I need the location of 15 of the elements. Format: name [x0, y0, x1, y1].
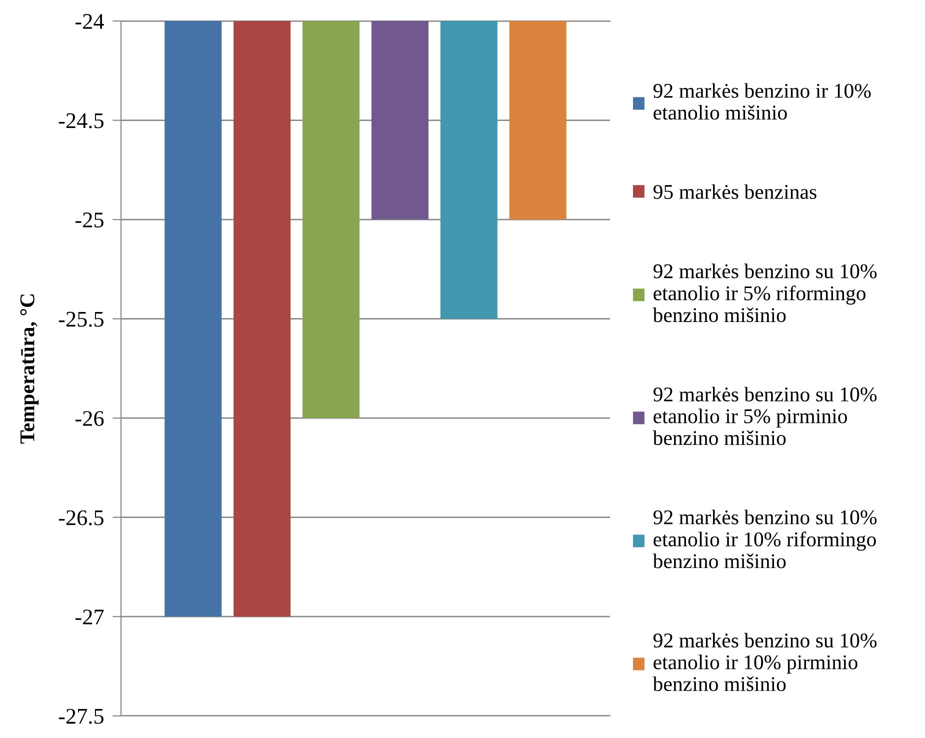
- legend-label: 92 markės benzino su 10% etanolio ir 5% riformingo benzino mišinio: [652, 264, 877, 322]
- legend-label: 92 markės benzino su 10% etanolio ir 5% pirminio benzino mišinio: [652, 386, 877, 446]
- legend-label: 95 markės benzinas: [653, 184, 816, 199]
- y-tick-label: -24.5: [58, 113, 104, 128]
- y-tick-label: -24: [76, 14, 104, 29]
- y-tick-label: -27.5: [58, 708, 104, 724]
- legend-label: 92 markės benzino su 10% etanolio ir 10% pirminio benzino mišinio: [652, 632, 877, 692]
- legend-label: 92 markės benzino ir 10% etanolio mišinio: [653, 83, 871, 120]
- y-tick-label: -26.5: [58, 510, 104, 526]
- y-tick-label: -25: [76, 212, 104, 228]
- y-tick-label: -27: [76, 610, 104, 624]
- y-tick-label: -26: [76, 411, 104, 426]
- legend-label: 92 markės benzino su 10% etanolio ir 10% riformingo benzino mišinio: [652, 510, 877, 568]
- y-tick-label: -25.5: [58, 312, 104, 327]
- y-axis-title: Temperatūra, °C: [20, 294, 39, 444]
